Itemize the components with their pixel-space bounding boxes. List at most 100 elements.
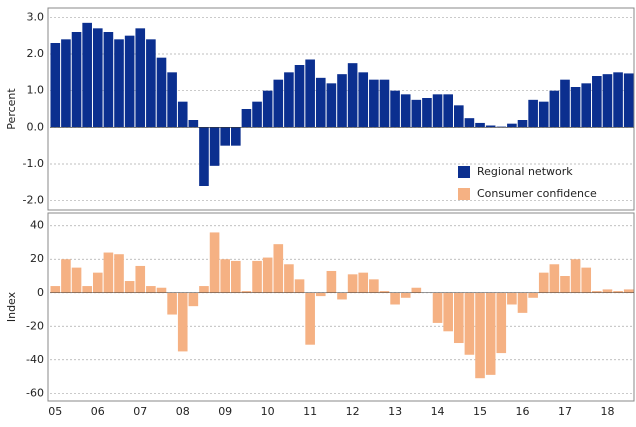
bar	[549, 264, 560, 293]
bar	[411, 99, 422, 128]
bar	[294, 65, 305, 128]
bar	[135, 28, 146, 128]
bar	[156, 287, 167, 293]
x-tick-label: 08	[176, 405, 190, 418]
bar	[613, 291, 623, 293]
bar	[273, 244, 284, 293]
bar	[252, 101, 262, 128]
x-tick-label: 09	[218, 405, 232, 418]
bar	[400, 292, 411, 298]
bar	[443, 94, 453, 128]
bar	[432, 292, 443, 323]
y-tick-label: -60	[26, 386, 44, 399]
bar	[220, 127, 231, 146]
bar	[82, 286, 92, 293]
bar	[326, 270, 337, 293]
bar	[528, 292, 538, 298]
bar	[538, 272, 549, 293]
bar	[570, 87, 581, 128]
x-tick-label: 15	[473, 405, 487, 418]
bar	[358, 272, 369, 293]
bar	[50, 286, 61, 293]
bar	[103, 32, 114, 128]
bar	[347, 274, 358, 293]
bar	[114, 254, 124, 293]
x-tick-label: 17	[558, 405, 572, 418]
bar	[400, 94, 411, 128]
y-axis-label: Percent	[5, 88, 18, 130]
bar	[581, 267, 592, 293]
bar	[188, 120, 199, 128]
x-tick-label: 05	[48, 405, 62, 418]
bar	[432, 94, 443, 128]
y-tick-label: 3.0	[27, 10, 45, 23]
legend-swatch	[458, 166, 470, 178]
bar	[262, 90, 273, 128]
bar	[61, 39, 71, 128]
x-tick-label: 14	[431, 405, 445, 418]
bar	[549, 90, 560, 128]
bar	[390, 90, 400, 128]
legend-swatch	[458, 188, 470, 200]
x-tick-label: 07	[133, 405, 147, 418]
bar	[517, 120, 528, 128]
bar	[369, 279, 379, 293]
bar	[464, 118, 475, 128]
bar	[177, 101, 188, 128]
bar	[71, 32, 82, 128]
bar	[358, 72, 369, 128]
bar	[581, 83, 592, 128]
bar	[231, 127, 241, 146]
bar	[156, 57, 167, 128]
bar	[146, 39, 156, 128]
bar	[337, 292, 347, 300]
bar	[592, 76, 602, 128]
bar	[315, 77, 326, 128]
bar	[71, 267, 82, 293]
bar	[135, 265, 146, 293]
bar	[220, 259, 231, 293]
x-tick-label: 10	[261, 405, 275, 418]
y-tick-label: -1.0	[23, 157, 44, 170]
bar	[347, 63, 358, 128]
bar	[390, 292, 400, 305]
bar	[570, 259, 581, 293]
top-panel	[47, 7, 635, 211]
bar	[124, 35, 135, 128]
bar	[496, 126, 507, 128]
x-tick-label: 13	[388, 405, 402, 418]
bar	[61, 259, 71, 293]
y-tick-label: 1.0	[27, 84, 45, 97]
bar	[124, 281, 135, 293]
bar	[315, 292, 326, 297]
y-tick-label: 2.0	[27, 47, 45, 60]
bar	[379, 291, 390, 293]
bar	[294, 279, 305, 293]
bar	[284, 264, 294, 293]
x-tick-label: 06	[91, 405, 105, 418]
bar	[262, 257, 273, 293]
bar	[496, 292, 507, 354]
bar	[623, 289, 634, 293]
bar	[623, 73, 634, 128]
y-axis-label: Index	[5, 291, 18, 322]
x-tick-label: 16	[516, 405, 530, 418]
bar	[528, 99, 538, 128]
bar	[337, 74, 347, 128]
bar	[507, 123, 517, 128]
y-tick-label: 0.0	[27, 120, 45, 133]
bar	[92, 28, 103, 128]
bar	[209, 127, 220, 166]
bar	[199, 127, 209, 186]
y-tick-label: 40	[30, 219, 44, 232]
bar	[146, 286, 156, 293]
bar	[475, 292, 485, 379]
legend-label: Consumer confidence	[477, 187, 597, 200]
bar	[443, 292, 453, 332]
bar	[241, 109, 252, 128]
bar	[82, 22, 92, 128]
bar	[560, 79, 570, 128]
y-tick-label: 20	[30, 252, 44, 265]
bar	[485, 292, 496, 375]
y-tick-label: -2.0	[23, 194, 44, 207]
